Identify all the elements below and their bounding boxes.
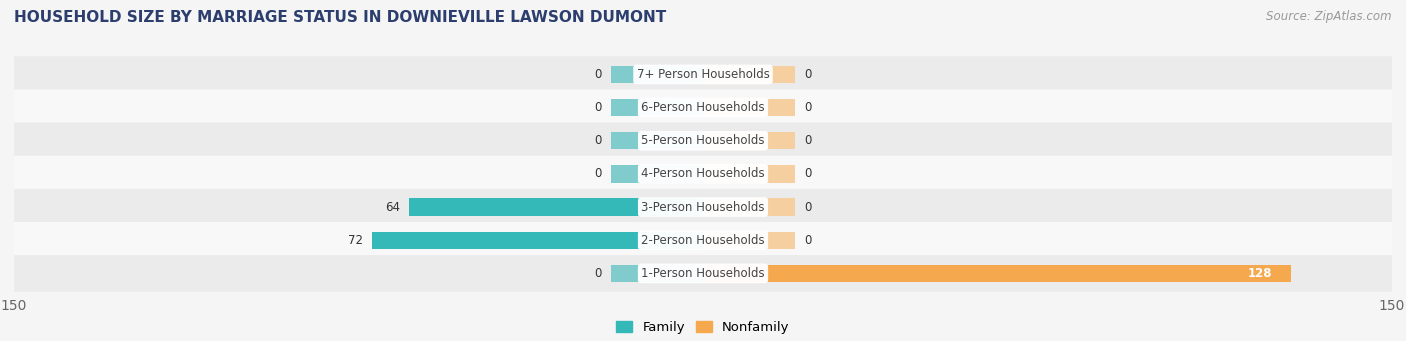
FancyBboxPatch shape <box>10 56 1396 93</box>
Bar <box>703 198 794 216</box>
Text: 0: 0 <box>595 68 602 81</box>
Text: 0: 0 <box>804 68 811 81</box>
Text: 7+ Person Households: 7+ Person Households <box>637 68 769 81</box>
Bar <box>703 132 794 149</box>
Text: 0: 0 <box>804 134 811 147</box>
Text: 128: 128 <box>1249 267 1272 280</box>
Text: HOUSEHOLD SIZE BY MARRIAGE STATUS IN DOWNIEVILLE LAWSON DUMONT: HOUSEHOLD SIZE BY MARRIAGE STATUS IN DOW… <box>14 10 666 25</box>
Text: 0: 0 <box>804 201 811 213</box>
Text: 5-Person Households: 5-Person Households <box>641 134 765 147</box>
Text: 72: 72 <box>349 234 363 247</box>
Bar <box>612 132 703 149</box>
Text: 1-Person Households: 1-Person Households <box>641 267 765 280</box>
Text: 0: 0 <box>595 167 602 180</box>
Legend: Family, Nonfamily: Family, Nonfamily <box>612 315 794 339</box>
FancyBboxPatch shape <box>10 255 1396 292</box>
Bar <box>612 165 703 182</box>
Text: 6-Person Households: 6-Person Households <box>641 101 765 114</box>
Bar <box>703 265 1291 282</box>
FancyBboxPatch shape <box>10 122 1396 159</box>
Text: 0: 0 <box>595 134 602 147</box>
Bar <box>612 99 703 116</box>
Bar <box>612 265 703 282</box>
Text: 64: 64 <box>385 201 399 213</box>
FancyBboxPatch shape <box>10 189 1396 225</box>
Bar <box>703 165 794 182</box>
Bar <box>703 232 794 249</box>
Text: 0: 0 <box>595 267 602 280</box>
Text: Source: ZipAtlas.com: Source: ZipAtlas.com <box>1267 10 1392 23</box>
Bar <box>703 66 794 83</box>
Text: 0: 0 <box>804 167 811 180</box>
Bar <box>612 66 703 83</box>
Text: 0: 0 <box>804 234 811 247</box>
Bar <box>409 198 703 216</box>
Text: 0: 0 <box>595 101 602 114</box>
Bar <box>373 232 703 249</box>
Text: 4-Person Households: 4-Person Households <box>641 167 765 180</box>
FancyBboxPatch shape <box>10 156 1396 192</box>
FancyBboxPatch shape <box>10 89 1396 126</box>
FancyBboxPatch shape <box>10 222 1396 258</box>
Bar <box>703 99 794 116</box>
Text: 0: 0 <box>804 101 811 114</box>
Text: 2-Person Households: 2-Person Households <box>641 234 765 247</box>
Text: 3-Person Households: 3-Person Households <box>641 201 765 213</box>
